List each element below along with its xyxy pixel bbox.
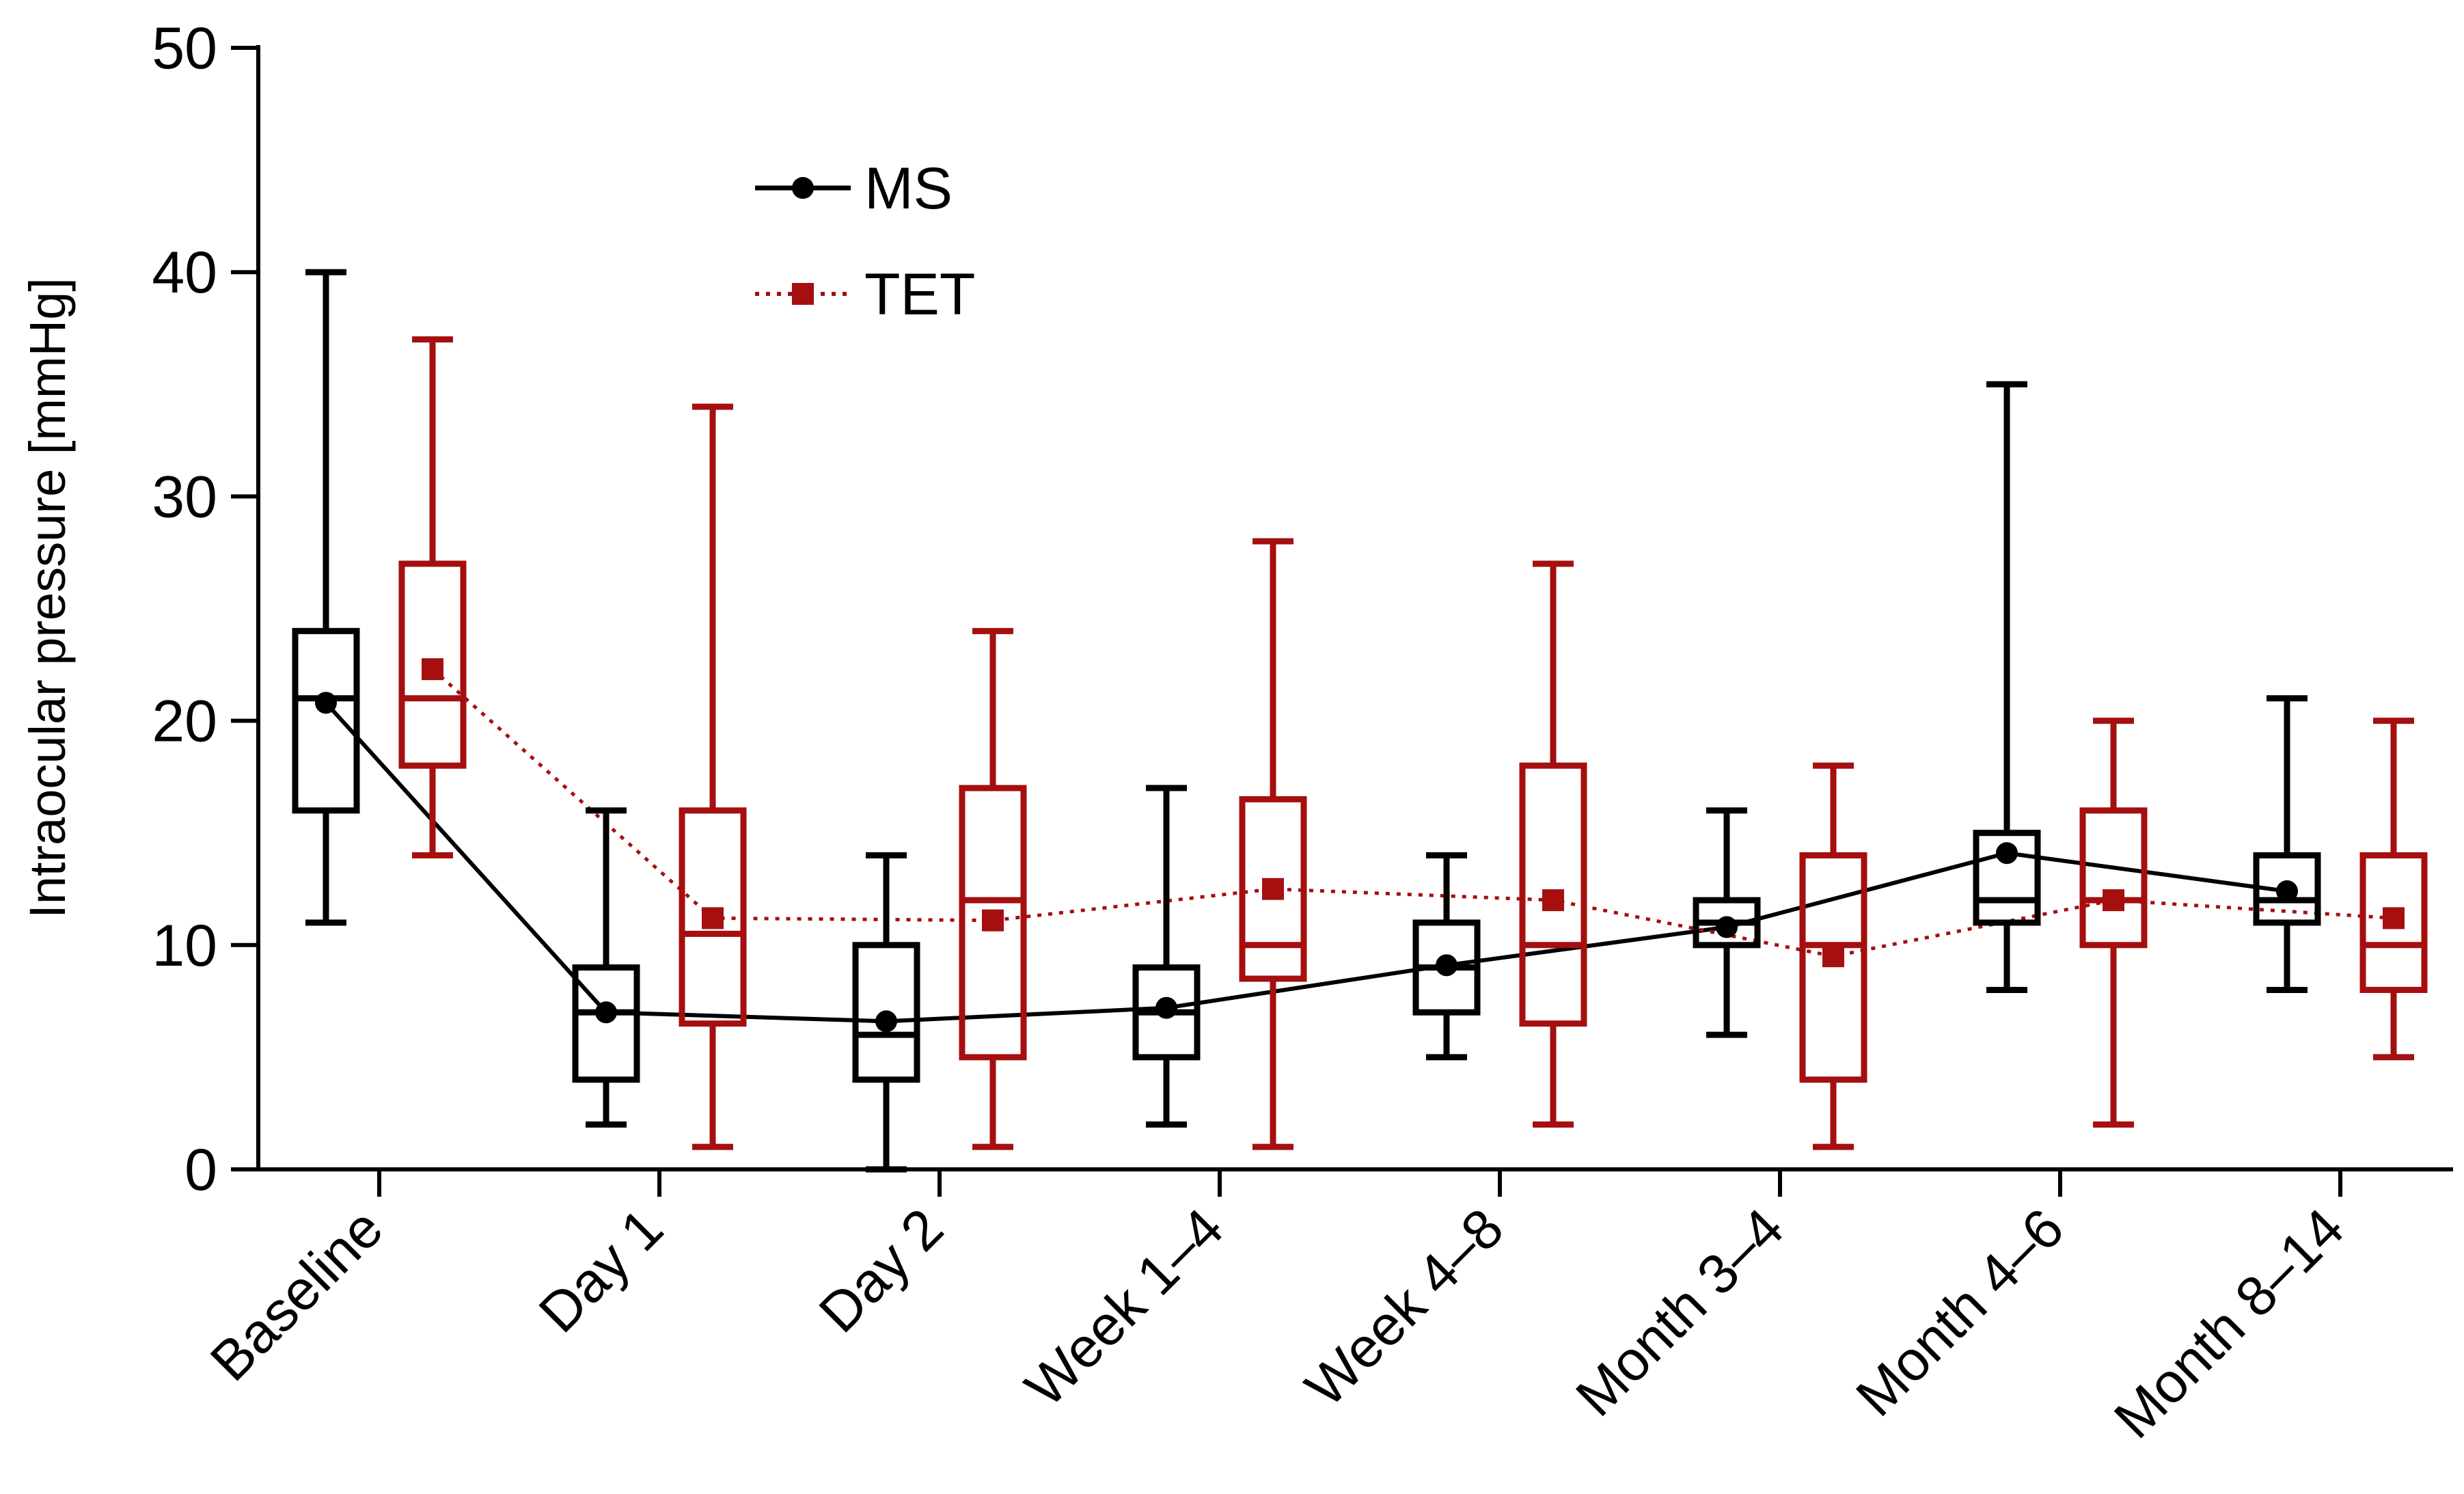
box-iqr <box>1519 762 1587 1027</box>
x-tick-label: Month 3–4 <box>1564 1197 1795 1428</box>
legend: MS TET <box>755 156 975 327</box>
y-tick-label: 40 <box>152 240 217 305</box>
x-tick-label: Week 1–4 <box>1013 1197 1235 1418</box>
legend-label: MS <box>864 156 953 221</box>
box-tet-4 <box>1239 538 1307 1150</box>
box-iqr <box>398 560 467 769</box>
box-ms-8 <box>2253 695 2321 993</box>
y-tick-label: 10 <box>152 913 217 979</box>
x-tick-label: Week 4–8 <box>1293 1197 1515 1418</box>
x-tick-label: Month 8–14 <box>2103 1197 2356 1450</box>
legend-item-ms: MS <box>755 156 953 221</box>
box-iqr <box>2359 852 2428 993</box>
legend-marker <box>792 283 814 305</box>
mean-marker <box>2276 880 2298 903</box>
box-tet-3 <box>959 627 1027 1150</box>
box-iqr <box>2079 807 2148 949</box>
mean-marker <box>1262 878 1284 900</box>
y-axis-title-group: Intraocular pressure [mmHg] <box>19 277 76 919</box>
mean-marker <box>702 907 724 929</box>
mean-lines <box>324 668 2394 1024</box>
box-groups <box>292 269 2428 1173</box>
y-axis-title: Intraocular pressure [mmHg] <box>19 277 76 919</box>
box-tet-1 <box>398 336 467 859</box>
box-ms-5 <box>1412 852 1481 1061</box>
mean-marker <box>875 1010 897 1033</box>
box-iqr <box>959 785 1027 1061</box>
mean-marker <box>1996 842 2018 865</box>
mean-marker <box>2103 889 2124 912</box>
y-tick-label: 0 <box>184 1137 217 1203</box>
box-iqr <box>852 942 920 1083</box>
mean-marker <box>1155 996 1177 1019</box>
legend-item-tet: TET <box>755 262 975 327</box>
mean-marker <box>1542 889 1564 912</box>
axes: 0 10 20 30 40 50 Baseline Day 1 Day 2 Week 1–4 Wee… <box>152 16 2453 1450</box>
mean-marker <box>2383 907 2405 929</box>
box-iqr <box>572 964 640 1083</box>
mean-marker <box>595 1001 617 1024</box>
box-iqr <box>2253 852 2321 926</box>
box-tet-8 <box>2359 718 2428 1061</box>
legend-label: TET <box>864 262 975 327</box>
mean-marker <box>315 692 337 714</box>
x-tick-label: Day 2 <box>808 1197 955 1344</box>
x-tick-label: Day 1 <box>528 1197 675 1344</box>
mean-marker <box>1436 954 1457 977</box>
mean-marker <box>1716 916 1738 938</box>
box-tet-5 <box>1519 560 1587 1128</box>
y-tick-label: 30 <box>152 464 217 530</box>
box-ms-1 <box>292 269 360 926</box>
box-tet-2 <box>679 403 747 1150</box>
mean-marker <box>1822 945 1844 968</box>
box-iqr <box>292 627 360 814</box>
box-iqr <box>679 807 747 1027</box>
box-ms-4 <box>1132 785 1201 1128</box>
box-ms-7 <box>1973 381 2041 993</box>
box-ms-6 <box>1693 807 1761 1038</box>
y-tick-label: 20 <box>152 689 217 755</box>
x-tick-label: Month 4–6 <box>1844 1197 2075 1428</box>
box-tet-7 <box>2079 718 2148 1128</box>
box-ms-3 <box>852 852 920 1173</box>
box-iqr <box>1973 830 2041 926</box>
y-tick-label: 50 <box>152 16 217 81</box>
legend-marker <box>792 177 814 199</box>
series-line-tet <box>431 668 2394 958</box>
mean-marker <box>982 909 1004 932</box>
box-iqr <box>1799 852 1867 1083</box>
series-line-ms <box>324 701 2288 1024</box>
mean-marker <box>422 658 443 681</box>
box-tet-6 <box>1799 762 1867 1150</box>
box-ms-2 <box>572 807 640 1128</box>
box-iqr <box>1239 796 1307 982</box>
x-tick-label: Baseline <box>199 1197 395 1393</box>
